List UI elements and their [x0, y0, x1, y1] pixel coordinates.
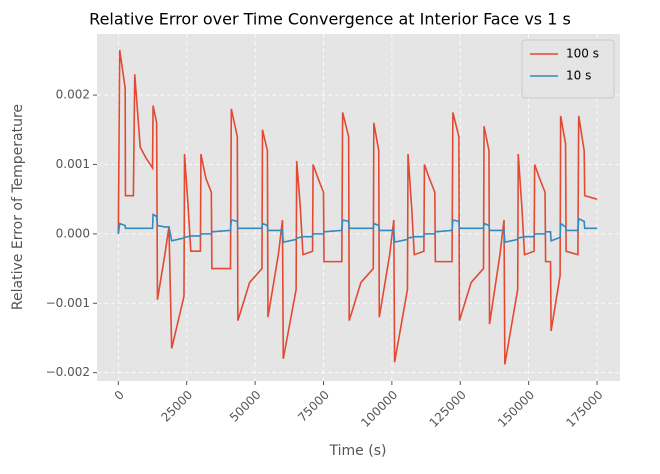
y-axis-label: Relative Error of Temperature — [10, 104, 26, 310]
x-tick-label: 100000 — [358, 388, 400, 430]
series-line — [117, 49, 598, 365]
y-tick-label: −0.001 — [46, 296, 90, 310]
y-tick-label: 0.000 — [56, 226, 90, 240]
x-tick-label: 75000 — [295, 388, 332, 425]
x-tick-label: 0 — [112, 388, 127, 403]
x-tick-label: 125000 — [427, 388, 469, 430]
x-tick-label: 175000 — [563, 388, 605, 430]
x-axis-label: Time (s) — [329, 443, 387, 459]
series-line — [117, 213, 598, 244]
y-tick-label: 0.002 — [56, 88, 90, 102]
y-tick-label: −0.002 — [46, 365, 90, 379]
y-tick-label: 0.001 — [56, 157, 90, 171]
x-tick-label: 25000 — [158, 388, 195, 425]
x-tick-label: 50000 — [227, 388, 264, 425]
legend-label: 100 s — [566, 47, 599, 61]
x-tick-label: 150000 — [495, 388, 537, 430]
legend-label: 10 s — [566, 69, 591, 83]
chart-title: Relative Error over Time Convergence at … — [89, 10, 571, 29]
